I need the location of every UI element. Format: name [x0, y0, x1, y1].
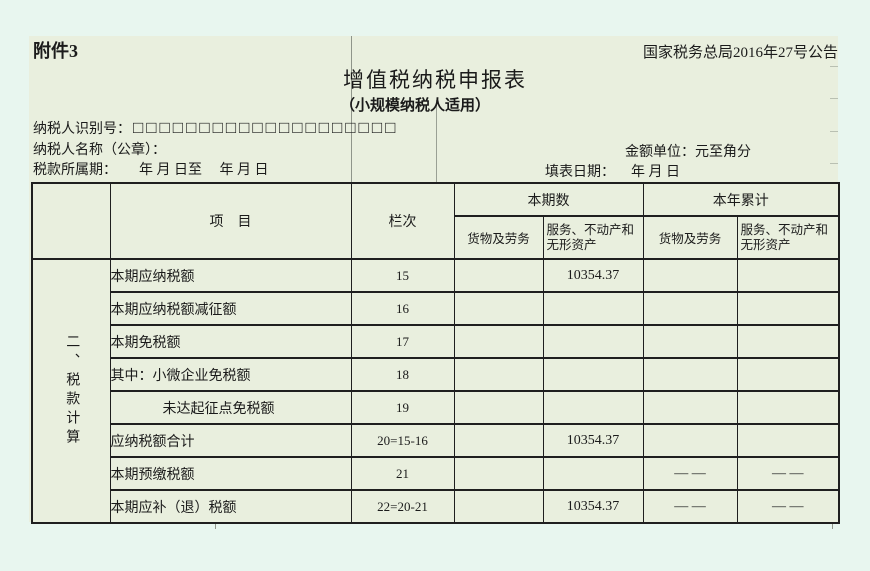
tax-calculation-table: 项 目 栏次 本期数 本年累计 货物及劳务 服务、不动产和无形资产 货物及劳务 …: [31, 182, 840, 524]
form-subtitle: （小规模纳税人适用）: [339, 98, 490, 114]
row-label: 本期应纳税额: [109, 258, 352, 293]
spreadsheet-gridline: [351, 36, 352, 182]
row-line-number: 22=20-21: [350, 489, 455, 524]
row-line-number: 18: [350, 357, 455, 392]
taxpayer-name-label: 纳税人名称（公章）：: [33, 143, 166, 158]
cell-ytd-services[interactable]: [736, 390, 840, 425]
ytd-services-subheader: 服务、不动产和无形资产: [736, 215, 840, 260]
row-label: 本期预缴税额: [109, 456, 352, 491]
current-period-header: 本期数: [453, 182, 644, 217]
cell-ytd-services[interactable]: — —: [736, 456, 840, 491]
row-label: 本期应补（退）税额: [109, 489, 352, 524]
row-label: 应纳税额合计: [109, 423, 352, 458]
announcement-text: 国家税务总局2016年27号公告: [642, 45, 838, 61]
row-line-number: 20=15-16: [350, 423, 455, 458]
tax-period-label: 税款所属期：: [33, 163, 117, 178]
tax-period-row[interactable]: 税款所属期： 年 月 日至 年 月 日: [33, 159, 269, 179]
cell-ytd-services[interactable]: [736, 423, 840, 458]
cell-current-services[interactable]: 10354.37: [542, 258, 644, 293]
ytd-goods-subheader: 货物及劳务: [642, 215, 738, 260]
gridline-tick: [830, 98, 838, 99]
current-goods-subheader: 货物及劳务: [453, 215, 544, 260]
cell-current-services[interactable]: 10354.37: [542, 489, 644, 524]
cell-current-goods[interactable]: [453, 258, 544, 293]
table-row: 本期应补（退）税额 22=20-21 10354.37 — — — —: [32, 489, 840, 524]
cell-current-services[interactable]: [542, 456, 644, 491]
gridline-tick: [830, 131, 838, 132]
row-line-number: 17: [350, 324, 455, 359]
gridline-tick: [830, 163, 838, 164]
fill-date-value[interactable]: 年 月 日: [631, 165, 680, 180]
section-label-cell: 二、税款计算: [31, 258, 111, 524]
cell-current-services[interactable]: [542, 390, 644, 425]
cell-current-goods[interactable]: [453, 423, 544, 458]
cell-current-services[interactable]: [542, 324, 644, 359]
current-services-subheader: 服务、不动产和无形资产: [542, 215, 644, 260]
header-corner-cell: [31, 182, 111, 260]
row-label: 未达起征点免税额: [109, 390, 352, 425]
cell-current-goods[interactable]: [453, 291, 544, 326]
cell-ytd-goods[interactable]: — —: [642, 456, 738, 491]
row-line-number: 15: [350, 258, 455, 293]
cell-current-goods[interactable]: [453, 489, 544, 524]
cell-ytd-services[interactable]: [736, 291, 840, 326]
table-row: 本期预缴税额 21 — — — —: [32, 456, 840, 491]
cell-ytd-goods[interactable]: [642, 291, 738, 326]
row-line-number: 19: [350, 390, 455, 425]
row-label: 本期应纳税额减征额: [109, 291, 352, 326]
cell-ytd-goods[interactable]: — —: [642, 489, 738, 524]
spreadsheet-gridline: [436, 100, 437, 182]
table-row: 本期免税额 17: [32, 324, 840, 359]
cell-current-goods[interactable]: [453, 390, 544, 425]
cell-ytd-goods[interactable]: [642, 357, 738, 392]
table-row: 未达起征点免税额 19: [32, 390, 840, 425]
line-column-header: 栏次: [350, 182, 455, 260]
amount-unit-label: 金额单位：元至角分: [625, 145, 751, 160]
fill-date-row[interactable]: 填表日期： 年 月 日: [545, 161, 680, 181]
cell-current-goods[interactable]: [453, 324, 544, 359]
gridline-tick: [215, 522, 216, 529]
row-label: 其中：小微企业免税额: [109, 357, 352, 392]
cell-ytd-services[interactable]: [736, 324, 840, 359]
cell-current-goods[interactable]: [453, 456, 544, 491]
table-row: 其中：小微企业免税额 18: [32, 357, 840, 392]
row-line-number: 16: [350, 291, 455, 326]
cell-ytd-services[interactable]: [736, 258, 840, 293]
section-label: 二、税款计算: [64, 334, 80, 448]
cell-ytd-goods[interactable]: [642, 258, 738, 293]
table-row: 二、税款计算 本期应纳税额 15 10354.37: [31, 258, 840, 524]
table-row: 应纳税额合计 20=15-16 10354.37: [32, 423, 840, 458]
cell-ytd-goods[interactable]: [642, 324, 738, 359]
row-label: 本期免税额: [109, 324, 352, 359]
cell-current-goods[interactable]: [453, 357, 544, 392]
taxpayer-id-boxes[interactable]: □□□□□□□□□□□□□□□□□□□□: [133, 118, 399, 137]
ytd-header: 本年累计: [642, 182, 840, 217]
gridline-tick: [832, 522, 833, 529]
cell-ytd-services[interactable]: — —: [736, 489, 840, 524]
cell-current-services[interactable]: 10354.37: [542, 423, 644, 458]
attachment-label: 附件3: [33, 41, 78, 61]
gridline-tick: [830, 66, 838, 67]
row-line-number: 21: [350, 456, 455, 491]
cell-ytd-goods[interactable]: [642, 423, 738, 458]
taxpayer-id-row: 纳税人识别号： □□□□□□□□□□□□□□□□□□□□: [33, 118, 398, 138]
taxpayer-name-row[interactable]: 纳税人名称（公章）：: [33, 139, 166, 159]
fill-date-label: 填表日期：: [545, 165, 615, 180]
cell-ytd-goods[interactable]: [642, 390, 738, 425]
table-row: 本期应纳税额减征额 16: [32, 291, 840, 326]
taxpayer-id-label: 纳税人识别号：: [33, 122, 131, 137]
cell-current-services[interactable]: [542, 357, 644, 392]
cell-ytd-services[interactable]: [736, 357, 840, 392]
form-title: 增值税纳税申报表: [343, 68, 527, 92]
cell-current-services[interactable]: [542, 291, 644, 326]
item-column-header: 项 目: [109, 182, 352, 260]
tax-period-value[interactable]: 年 月 日至 年 月 日: [139, 163, 269, 178]
